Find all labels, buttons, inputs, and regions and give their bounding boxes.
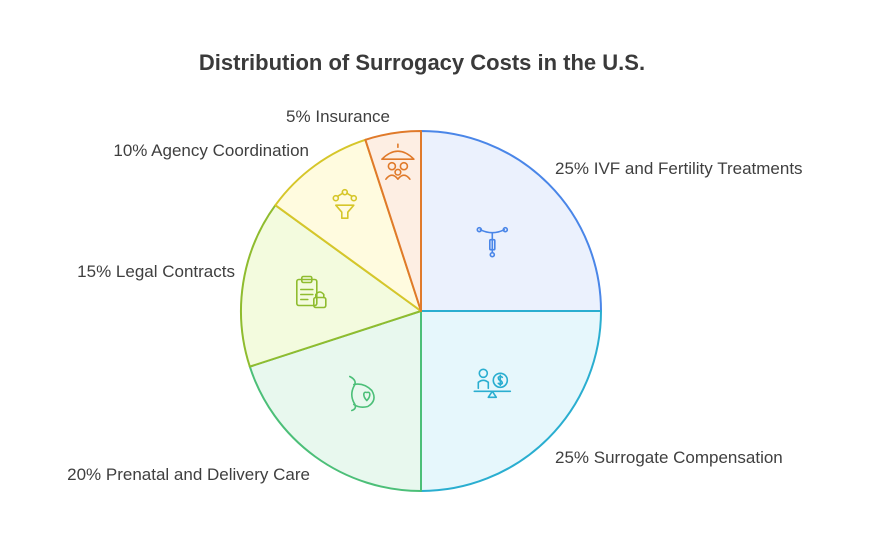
slice-label-2: 20% Prenatal and Delivery Care [67,465,310,484]
slice-label-5: 5% Insurance [286,107,390,126]
slice-label-4: 10% Agency Coordination [113,141,309,160]
pie-slice-0 [420,130,602,312]
slice-label-3: 15% Legal Contracts [77,262,235,281]
network-funnel-icon [332,188,358,219]
pie-slice-3 [240,204,422,368]
iud-icon [476,226,509,258]
chart-title: Distribution of Surrogacy Costs in the U… [198,50,646,75]
person-money-scale-icon [473,368,512,399]
clipboard-lock-icon [295,275,327,309]
umbrella-family-icon [381,143,415,180]
pie-slice-1 [420,310,602,492]
pie-slice-2 [248,310,422,492]
pregnant-heart-icon [348,375,375,412]
pie-slice-4 [274,138,422,312]
slice-label-1: 25% Surrogate Compensation [555,448,783,467]
slice-label-0: 25% IVF and Fertility Treatments [555,159,803,178]
